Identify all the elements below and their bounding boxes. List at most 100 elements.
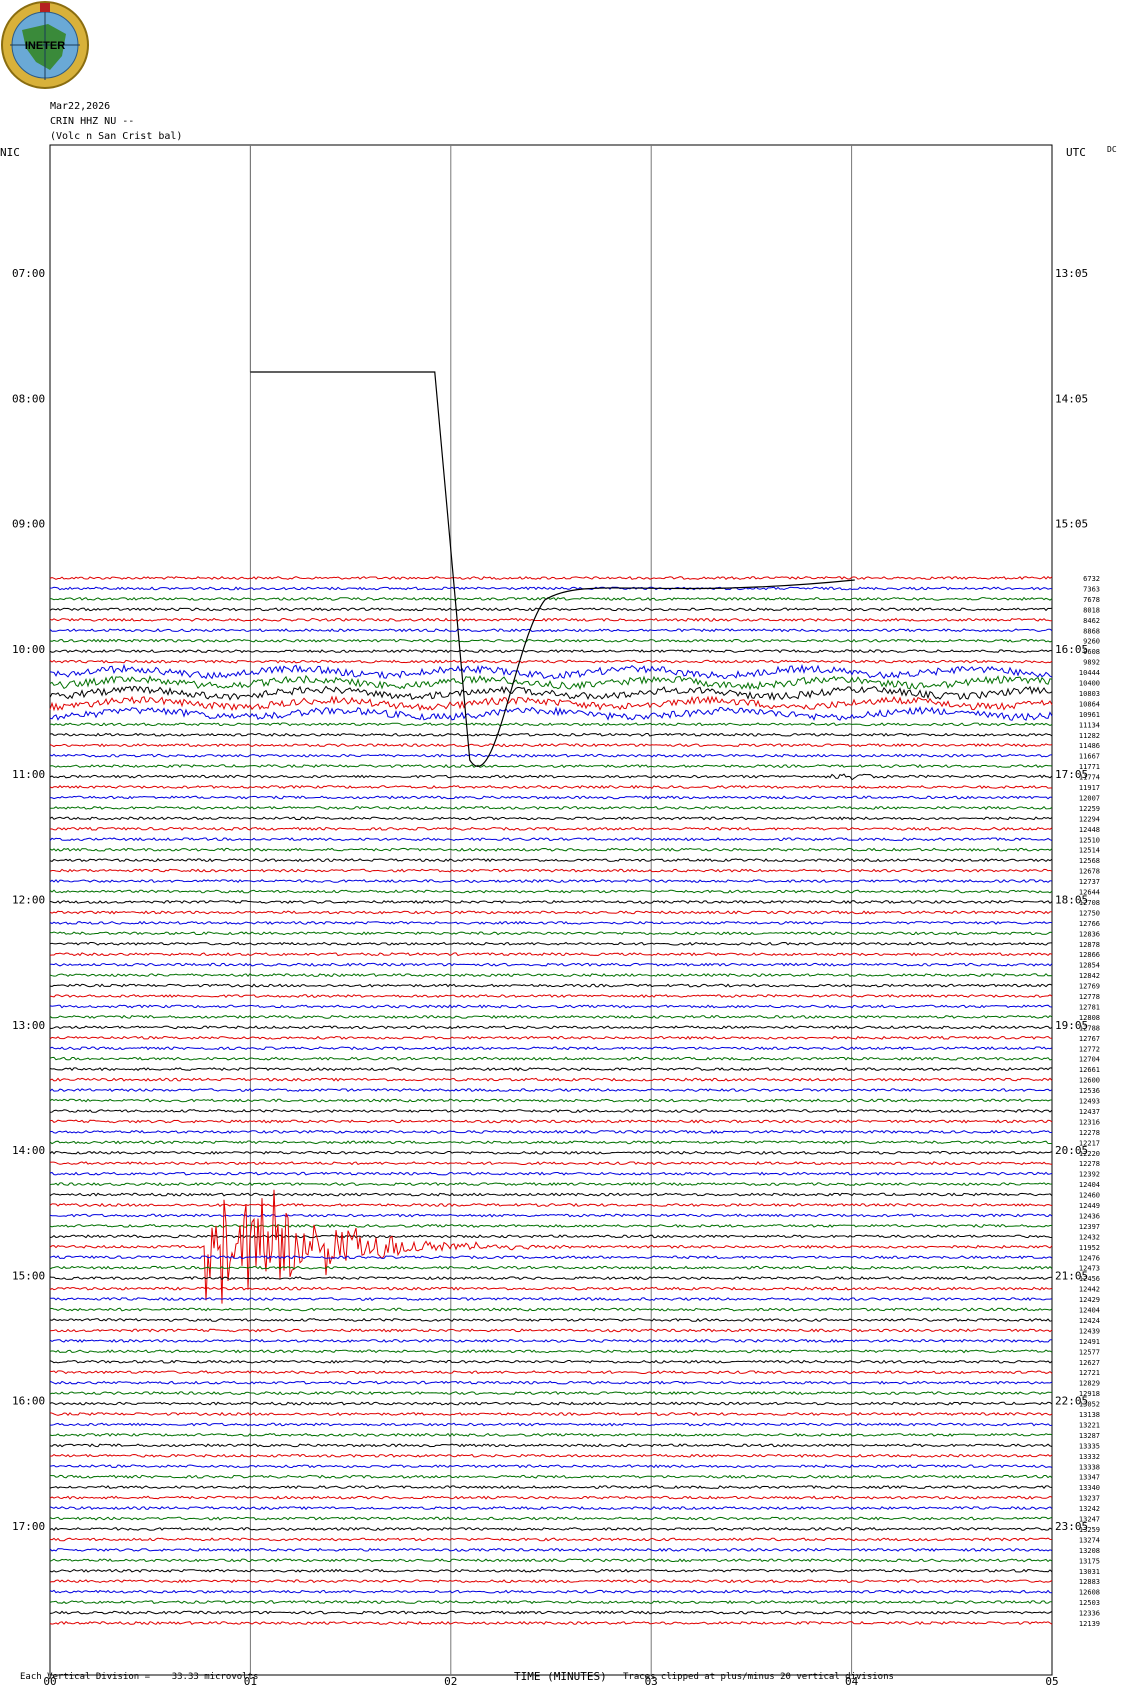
left-hour-label: 11:00 [12, 768, 45, 781]
seismic-trace [49, 1150, 1053, 1155]
left-hour-label: 15:00 [12, 1269, 45, 1282]
seismic-trace [49, 732, 1053, 737]
trace-count-label: 13340 [1079, 1484, 1100, 1492]
trace-count-label: 10803 [1079, 690, 1100, 698]
seismic-trace [49, 1192, 1053, 1197]
seismic-trace [49, 1600, 1053, 1605]
logo-text: INETER [25, 40, 65, 52]
seismic-trace [49, 899, 1053, 904]
seismic-trace [49, 994, 1053, 999]
trace-count-label: 12568 [1079, 857, 1100, 865]
seismic-trace [49, 1297, 1053, 1302]
trace-count-label: 6732 [1083, 575, 1100, 583]
seismic-trace [49, 1129, 1053, 1134]
seismic-trace [49, 847, 1053, 852]
seismic-trace [49, 816, 1053, 821]
trace-count-label: 12449 [1079, 1202, 1100, 1210]
left-hour-label: 14:00 [12, 1144, 45, 1157]
seismic-trace [49, 1056, 1053, 1061]
trace-count-label: 10961 [1079, 711, 1100, 719]
trace-count-label: 12788 [1079, 1024, 1100, 1032]
trace-count-label: 12424 [1079, 1317, 1100, 1325]
trace-count-label: 11774 [1079, 774, 1100, 782]
trace-count-label: 12217 [1079, 1139, 1100, 1147]
left-hour-label: 10:00 [12, 643, 45, 656]
left-hour-label: 16:00 [12, 1395, 45, 1408]
right-hour-label: 19:05 [1055, 1019, 1088, 1032]
seismic-trace [49, 973, 1053, 978]
trace-count-label: 12772 [1079, 1045, 1100, 1053]
trace-count-label: 7363 [1083, 585, 1100, 593]
trace-count-label: 13332 [1079, 1453, 1100, 1461]
trace-count-label: 13287 [1079, 1432, 1100, 1440]
seismic-trace [49, 837, 1053, 842]
trace-count-label: 13208 [1079, 1547, 1100, 1555]
seismic-trace [49, 1182, 1053, 1187]
trace-count-label: 12429 [1079, 1296, 1100, 1304]
seismic-trace [49, 628, 1053, 633]
seismic-trace [49, 1506, 1053, 1511]
x-tick-label: 00 [43, 1675, 56, 1688]
trace-count-label: 12336 [1079, 1610, 1100, 1618]
trace-count-label: 12456 [1079, 1275, 1100, 1283]
seismic-trace [49, 805, 1053, 810]
trace-count-label: 11771 [1079, 763, 1100, 771]
seismic-trace [49, 868, 1053, 873]
x-tick-label: 02 [444, 1675, 457, 1688]
right-hour-label: 16:05 [1055, 643, 1088, 656]
trace-count-label: 11486 [1079, 742, 1100, 750]
seismic-trace [49, 1474, 1053, 1479]
trace-count-label: 12778 [1079, 993, 1100, 1001]
seismic-trace [49, 1380, 1053, 1385]
seismic-trace [49, 607, 1053, 612]
seismic-trace [49, 879, 1053, 884]
trace-count-label: 12510 [1079, 836, 1100, 844]
trace-count-label: 8868 [1083, 627, 1100, 635]
right-hour-label: 15:05 [1055, 518, 1088, 531]
seismic-trace [49, 1161, 1053, 1166]
left-zone-label: NIC [0, 146, 20, 159]
seismic-trace [49, 889, 1053, 894]
seismic-trace [49, 663, 1053, 680]
trace-count-label: 13259 [1079, 1526, 1100, 1534]
trace-count-label: 12644 [1079, 889, 1100, 897]
trace-count-label: 12404 [1079, 1307, 1100, 1315]
seismic-trace [49, 1464, 1053, 1469]
trace-count-label: 12476 [1079, 1254, 1100, 1262]
x-tick-label: 03 [645, 1675, 658, 1688]
seismic-trace [50, 1422, 1053, 1427]
seismic-trace [49, 1401, 1053, 1406]
trace-count-label: 12866 [1079, 951, 1100, 959]
trace-count-label: 13338 [1079, 1463, 1100, 1471]
seismic-trace [49, 1359, 1053, 1364]
trace-count-label: 12536 [1079, 1087, 1100, 1095]
trace-count-label: 10444 [1079, 669, 1100, 677]
trace-count-label: 8018 [1083, 606, 1100, 614]
seismic-trace [49, 962, 1053, 967]
seismic-trace [49, 858, 1053, 863]
trace-count-label: 12259 [1079, 805, 1100, 813]
seismic-trace [49, 1370, 1053, 1375]
trace-count-label: 13242 [1079, 1505, 1100, 1513]
seismic-trace [49, 685, 1053, 701]
trace-count-label: 12448 [1079, 826, 1100, 834]
seismic-trace [49, 910, 1053, 915]
seismic-trace [49, 1213, 1053, 1218]
seismic-trace [49, 1046, 1053, 1051]
seismic-trace [49, 1077, 1053, 1082]
seismic-trace [49, 1098, 1053, 1103]
seismic-trace [49, 1004, 1053, 1009]
seismic-trace [49, 1255, 1053, 1260]
trace-count-label: 12769 [1079, 983, 1100, 991]
seismic-trace [49, 1495, 1053, 1500]
left-hour-label: 12:00 [12, 894, 45, 907]
seismic-trace [49, 1516, 1053, 1521]
trace-count-label: 12781 [1079, 1003, 1100, 1011]
trace-count-label: 12432 [1079, 1233, 1100, 1241]
trace-count-label: 12139 [1079, 1620, 1100, 1628]
trace-count-label: 12460 [1079, 1192, 1100, 1200]
trace-count-label: 12294 [1079, 815, 1100, 823]
seismic-trace [49, 1140, 1052, 1145]
seismic-trace [49, 1620, 1053, 1625]
trace-count-label: 12503 [1079, 1599, 1100, 1607]
